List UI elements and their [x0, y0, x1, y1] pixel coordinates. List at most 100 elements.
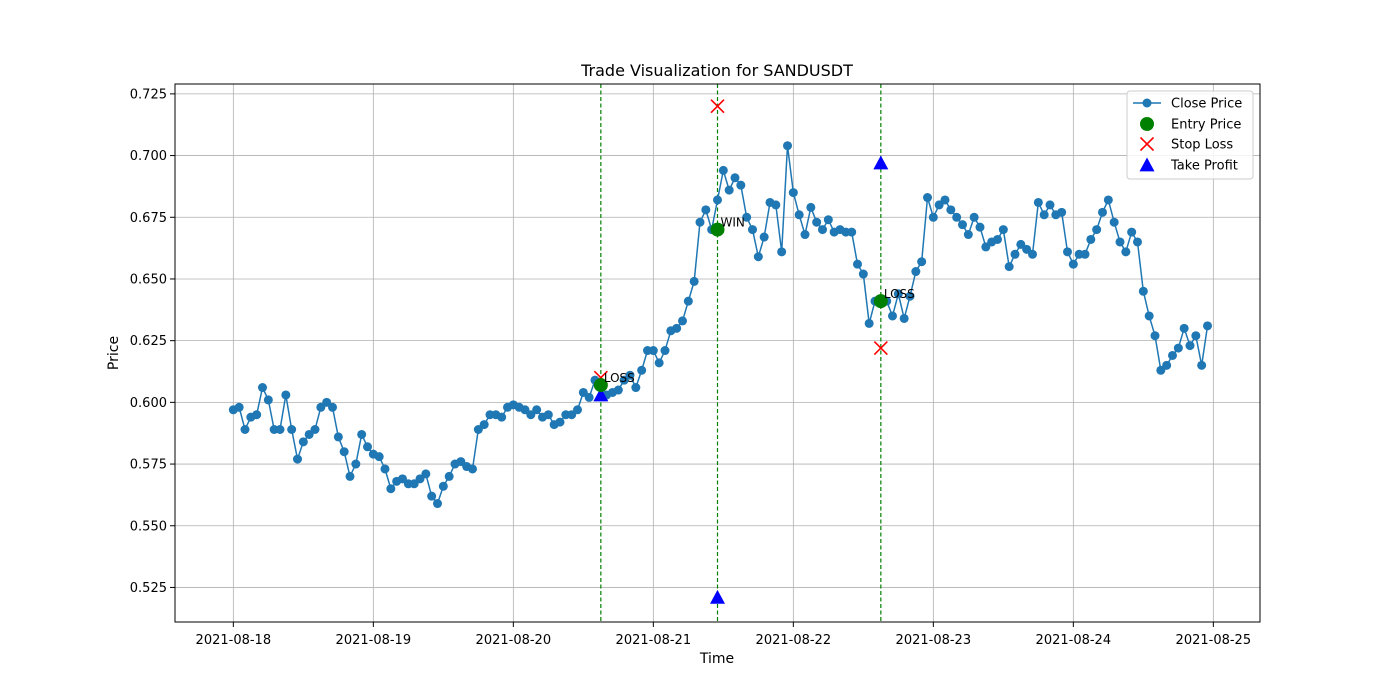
close-price-point	[1098, 207, 1107, 217]
close-price-point	[293, 454, 302, 464]
entry-price-marker	[710, 222, 725, 237]
close-price-point	[818, 225, 827, 235]
close-price-point	[479, 420, 489, 430]
close-price-point	[1057, 207, 1067, 217]
close-price-point	[631, 383, 641, 393]
close-price-point	[724, 185, 734, 195]
close-price-point	[1179, 323, 1189, 333]
close-price-point	[1133, 237, 1142, 247]
y-tick-label: 0.600	[130, 396, 167, 411]
close-price-point	[1033, 197, 1043, 207]
close-price-point	[648, 346, 658, 356]
close-price-point	[1086, 234, 1096, 244]
close-price-point	[718, 165, 728, 175]
y-tick-label: 0.650	[130, 272, 167, 287]
close-price-point	[263, 395, 273, 405]
trade-result-label: LOSS	[604, 371, 635, 385]
close-price-point	[275, 425, 285, 435]
close-price-point	[917, 257, 927, 267]
close-price-point	[1162, 360, 1172, 370]
take-profit-marker	[873, 155, 889, 170]
y-tick-label: 0.625	[130, 334, 167, 349]
close-price-point	[823, 215, 833, 225]
close-price-point	[847, 227, 857, 237]
close-price-point	[1039, 210, 1049, 220]
close-price-point	[701, 205, 711, 215]
close-price-point	[1010, 249, 1020, 259]
legend-take-marker	[1139, 157, 1155, 172]
close-price-point	[1068, 259, 1078, 269]
close-price-point	[923, 193, 932, 203]
close-price-point	[328, 402, 337, 412]
close-price-point	[858, 269, 868, 279]
legend-label: Take Profit	[1170, 159, 1238, 174]
close-price-point	[1004, 262, 1014, 272]
close-price-point	[1080, 249, 1090, 259]
legend-label: Stop Loss	[1171, 138, 1233, 153]
close-price-point	[1109, 217, 1119, 227]
legend-entry-marker	[1140, 117, 1154, 131]
close-price-point	[468, 464, 477, 474]
close-price-point	[1103, 195, 1113, 205]
close-price-point	[993, 234, 1002, 244]
y-tick-label: 0.700	[130, 149, 167, 164]
close-price-point	[1185, 341, 1195, 351]
x-tick-label: 2021-08-20	[476, 633, 552, 648]
trade-vertical-lines	[600, 84, 882, 622]
legend: Close Price Entry Price Stop Loss Take Prof…	[1126, 90, 1254, 180]
x-tick-label: 2021-08-23	[896, 633, 972, 648]
close-price-point	[333, 432, 343, 442]
x-axis-label: Time	[699, 651, 734, 667]
close-price-point	[345, 471, 355, 481]
close-price-point	[683, 296, 693, 306]
y-axis-label: Price	[106, 336, 122, 370]
trade-result-label: LOSS	[884, 287, 915, 301]
close-price-point	[952, 212, 962, 222]
close-price-point	[806, 202, 816, 212]
close-price-point	[888, 311, 897, 321]
close-price-point	[637, 365, 647, 375]
close-price-point	[497, 412, 507, 422]
close-price-point	[946, 205, 956, 215]
close-price-point	[1173, 343, 1183, 353]
close-price-point	[969, 212, 979, 222]
close-price-point	[1115, 237, 1125, 247]
x-tick-label: 2021-08-24	[1036, 633, 1112, 648]
legend-stop-marker	[1139, 136, 1155, 152]
close-price-point	[1191, 331, 1201, 341]
close-price-point	[380, 464, 390, 474]
close-price-point	[234, 402, 244, 412]
close-price-point	[444, 471, 454, 481]
y-tick-label: 0.725	[130, 87, 167, 102]
close-price-point	[1121, 247, 1131, 257]
close-price-point	[421, 469, 431, 479]
stop-loss-marker	[710, 99, 725, 114]
close-price-point	[998, 225, 1008, 235]
take-profit-marker	[593, 387, 609, 402]
trade-annotations: LOSS WIN LOSS	[604, 216, 915, 385]
close-price-point	[584, 392, 594, 402]
y-tick-label: 0.525	[130, 581, 167, 596]
x-tick-label: 2021-08-18	[196, 633, 272, 648]
close-price-point	[357, 429, 367, 439]
x-tick-label: 2021-08-22	[756, 633, 832, 648]
close-price-point	[678, 316, 687, 326]
close-price-point	[736, 180, 746, 190]
close-price-point	[374, 452, 384, 462]
close-price-point	[543, 410, 553, 420]
y-axis-ticks: 0.525 0.550 0.575 0.600 0.625 0.650 0.675 0.700…	[130, 87, 175, 596]
legend-label: Close Price	[1171, 97, 1242, 112]
close-price-point	[555, 417, 565, 427]
y-tick-label: 0.575	[130, 458, 167, 473]
close-price-point	[928, 212, 938, 222]
close-price-point	[975, 222, 985, 232]
close-price-point	[853, 259, 862, 269]
close-price-point	[287, 425, 297, 435]
x-tick-label: 2021-08-19	[336, 633, 412, 648]
x-tick-label: 2021-08-25	[1176, 633, 1252, 648]
close-price-point	[963, 230, 973, 240]
y-tick-label: 0.550	[130, 519, 167, 534]
close-price-point	[940, 195, 950, 205]
close-price-point	[1028, 249, 1037, 259]
